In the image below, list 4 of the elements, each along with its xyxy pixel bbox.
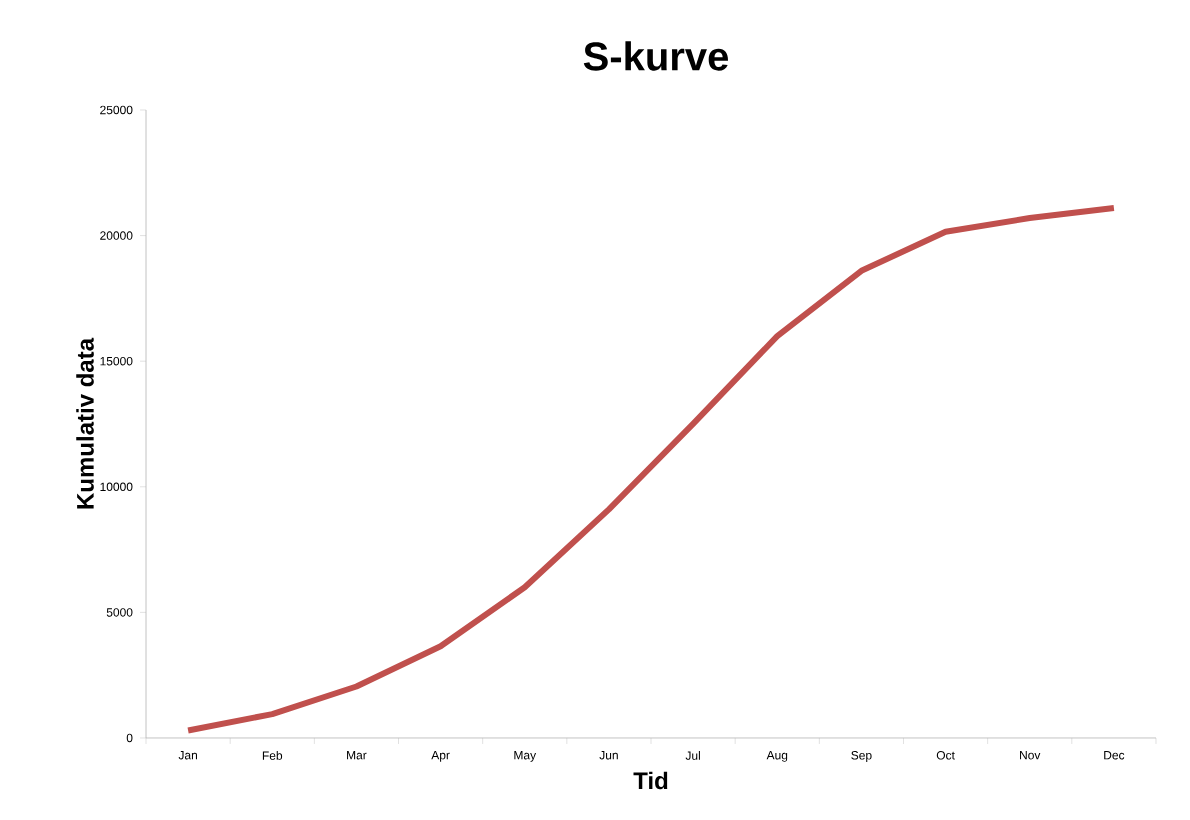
chart-title: S-kurve	[583, 41, 728, 71]
x-axis-title: Tid	[633, 771, 668, 790]
y-axis-title: Kumulativ data	[76, 337, 94, 509]
line-series	[185, 204, 1117, 734]
